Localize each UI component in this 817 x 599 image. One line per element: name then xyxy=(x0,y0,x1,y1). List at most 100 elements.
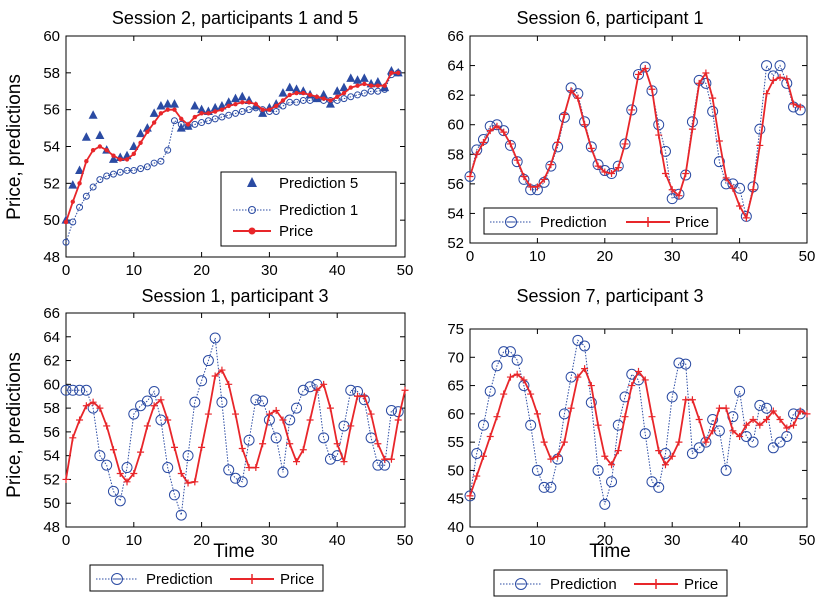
y-tick-label: 60 xyxy=(447,406,464,423)
y-tick-label: 56 xyxy=(447,176,464,193)
data-point xyxy=(182,450,194,462)
data-point xyxy=(198,119,206,127)
data-point xyxy=(240,100,245,105)
panel-title: Session 1, participant 3 xyxy=(141,286,328,306)
data-point xyxy=(374,87,382,95)
data-point xyxy=(709,427,717,435)
data-point xyxy=(88,110,98,119)
series-price xyxy=(466,65,804,222)
data-point xyxy=(291,402,303,414)
data-point xyxy=(360,89,368,97)
data-point xyxy=(666,391,678,403)
data-point xyxy=(237,91,247,101)
data-point xyxy=(124,157,130,162)
data-point xyxy=(272,406,280,414)
data-point xyxy=(695,416,703,424)
data-point xyxy=(639,61,651,73)
data-point xyxy=(648,85,656,93)
data-point xyxy=(527,390,535,398)
data-point xyxy=(89,183,97,191)
data-point xyxy=(688,396,696,404)
data-point xyxy=(484,385,496,397)
data-point xyxy=(520,172,528,180)
legend-marker-prediction-5 xyxy=(247,177,257,187)
data-point xyxy=(340,95,348,103)
data-point xyxy=(170,443,178,451)
data-point xyxy=(278,88,288,97)
data-point xyxy=(189,396,201,408)
data-point xyxy=(97,144,103,149)
data-point xyxy=(513,156,521,164)
data-point xyxy=(103,422,111,430)
data-point xyxy=(172,107,177,112)
data-point xyxy=(299,446,307,454)
data-point xyxy=(693,442,705,454)
data-point xyxy=(668,186,676,194)
data-point xyxy=(301,90,306,96)
data-point xyxy=(722,404,730,412)
data-point xyxy=(761,402,773,414)
data-point xyxy=(287,92,292,98)
series-price xyxy=(466,365,811,500)
x-tick-label: 20 xyxy=(596,248,613,265)
x-tick-label: 40 xyxy=(329,532,346,549)
plot-area: 0 10 20 30 40 50 52 54 56 58 60 62 64 66 xyxy=(447,28,815,265)
series-line xyxy=(469,66,801,221)
x-tick-label: 40 xyxy=(731,248,748,265)
data-point xyxy=(226,103,231,109)
data-point xyxy=(114,495,126,507)
series-price xyxy=(62,366,409,487)
data-point xyxy=(608,170,616,178)
data-point xyxy=(675,438,683,446)
data-point xyxy=(341,90,347,96)
y-tick-label: 58 xyxy=(43,65,60,82)
data-point xyxy=(217,100,227,110)
data-point xyxy=(500,390,508,398)
series-prediction xyxy=(464,334,806,510)
data-point xyxy=(123,478,131,486)
y-tick-label: 48 xyxy=(43,519,60,536)
data-point xyxy=(149,108,159,117)
panel-session-7: Session 7, participant 3 0 10 20 30 40 50 40 45… xyxy=(447,286,815,597)
data-point xyxy=(165,107,170,112)
data-point xyxy=(209,332,221,344)
data-point xyxy=(130,166,138,174)
data-point xyxy=(76,416,84,424)
data-point xyxy=(313,386,321,394)
data-point xyxy=(747,436,759,448)
data-point xyxy=(136,128,146,138)
x-tick-label: 40 xyxy=(731,532,748,549)
y-tick-label: 60 xyxy=(43,28,60,45)
data-point xyxy=(511,156,523,168)
x-tick-label: 0 xyxy=(466,532,474,549)
data-point xyxy=(293,98,301,106)
data-point xyxy=(587,144,595,152)
panel-session-6: Session 6, participant 1 0 10 20 30 40 50 52 54… xyxy=(447,8,815,265)
data-point xyxy=(372,459,384,471)
data-point xyxy=(754,399,766,411)
data-point xyxy=(138,140,143,146)
data-point xyxy=(297,384,309,396)
x-axis-label: Time xyxy=(213,541,255,562)
data-point xyxy=(493,413,501,421)
legend-label-prediction: Prediction xyxy=(550,576,617,593)
data-point xyxy=(754,123,766,135)
data-point xyxy=(218,366,226,374)
data-point xyxy=(270,432,282,444)
data-point xyxy=(319,89,329,99)
data-point xyxy=(69,434,77,442)
data-point xyxy=(540,438,548,446)
x-tick-label: 0 xyxy=(62,532,70,549)
data-point xyxy=(131,151,136,157)
y-tick-label: 62 xyxy=(447,87,464,104)
data-point xyxy=(223,464,235,476)
data-point xyxy=(464,490,476,502)
data-point xyxy=(635,70,642,78)
data-point xyxy=(736,202,744,210)
data-point xyxy=(655,131,663,139)
data-point xyxy=(157,396,165,404)
data-point xyxy=(81,132,91,141)
data-point xyxy=(567,87,575,95)
x-tick-label: 10 xyxy=(125,532,142,549)
legend-marker-prediction xyxy=(111,573,123,585)
